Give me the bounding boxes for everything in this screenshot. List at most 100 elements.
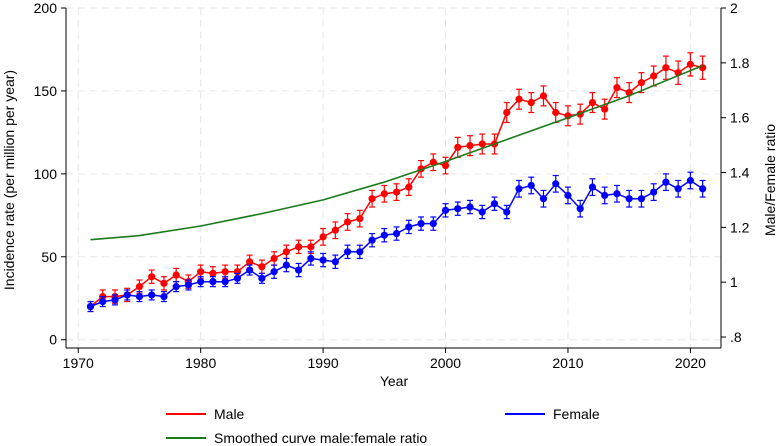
data-point-male bbox=[160, 279, 168, 287]
data-point-female bbox=[637, 195, 646, 203]
data-point-female bbox=[111, 296, 119, 304]
data-point-female bbox=[392, 229, 401, 238]
series-line-ratio bbox=[90, 64, 703, 241]
legend-label-ratio: Smoothed curve male:female ratio bbox=[214, 430, 427, 446]
data-point-male bbox=[699, 64, 707, 72]
data-point-male bbox=[282, 248, 290, 256]
data-point-female bbox=[246, 266, 254, 274]
data-point-female bbox=[258, 274, 266, 282]
data-point-male bbox=[331, 226, 339, 234]
data-point-female bbox=[576, 205, 584, 213]
data-point-male bbox=[527, 98, 535, 107]
y-tick-label: 200 bbox=[34, 0, 58, 16]
data-point-female bbox=[662, 178, 670, 186]
legend: Male Female Smoothed curve male:female r… bbox=[166, 406, 600, 446]
data-point-male bbox=[662, 64, 670, 72]
data-point-male bbox=[650, 72, 658, 80]
data-point-female bbox=[307, 254, 315, 263]
ticks: 1970 1980 1990 2000 2010 2020 0 50 100 150 200 .8 1 1… bbox=[34, 0, 750, 371]
data-point-female bbox=[405, 223, 413, 231]
data-point-female bbox=[135, 292, 144, 301]
data-point-female bbox=[160, 292, 168, 301]
y2-tick-label: 1.2 bbox=[730, 219, 750, 235]
data-point-female bbox=[99, 297, 107, 306]
data-point-female bbox=[184, 281, 193, 289]
y2-tick-label: 1.4 bbox=[730, 165, 750, 181]
data-point-male bbox=[295, 243, 303, 251]
x-axis-label: Year bbox=[380, 373, 409, 389]
data-point-female bbox=[86, 302, 95, 311]
series-female bbox=[86, 171, 707, 313]
data-point-female bbox=[417, 220, 425, 228]
data-point-female bbox=[295, 266, 303, 274]
data-point-male bbox=[258, 263, 266, 271]
axes bbox=[65, 8, 722, 349]
x-tick-label: 2020 bbox=[675, 355, 706, 371]
data-point-male bbox=[148, 273, 156, 281]
data-point-male bbox=[380, 190, 388, 198]
y-tick-label: 150 bbox=[34, 83, 58, 99]
x-tick-label: 1970 bbox=[63, 355, 94, 371]
y-tick-label: 100 bbox=[34, 166, 58, 182]
data-point-female bbox=[319, 256, 327, 264]
legend-label-female: Female bbox=[553, 406, 600, 422]
data-point-male bbox=[454, 143, 462, 151]
data-point-female bbox=[539, 195, 548, 203]
series-layer bbox=[86, 52, 707, 313]
y-axis-label: Incidence rate (per million per year) bbox=[1, 70, 17, 290]
data-point-female bbox=[209, 278, 217, 286]
x-tick-label: 1980 bbox=[185, 355, 216, 371]
x-tick-label: 2000 bbox=[430, 355, 461, 371]
data-point-female bbox=[478, 208, 486, 216]
data-point-male bbox=[209, 269, 217, 277]
data-point-female bbox=[343, 248, 352, 256]
data-point-female bbox=[674, 185, 682, 193]
y2-axis-label: Male/Female ratio bbox=[762, 124, 778, 236]
data-point-female bbox=[601, 191, 609, 200]
data-point-male bbox=[601, 105, 609, 113]
data-point-male bbox=[368, 195, 376, 203]
x-tick-label: 2010 bbox=[552, 355, 583, 371]
data-point-male bbox=[503, 108, 511, 117]
data-point-male bbox=[319, 233, 327, 241]
legend-label-male: Male bbox=[214, 406, 245, 422]
data-point-male bbox=[515, 95, 523, 103]
y2-tick-label: 2 bbox=[730, 0, 738, 16]
data-point-female bbox=[552, 180, 560, 188]
y2-tick-label: 1.6 bbox=[730, 110, 750, 126]
data-point-male bbox=[613, 84, 621, 92]
legend-entry-female: Female bbox=[505, 406, 600, 422]
data-point-male bbox=[246, 258, 254, 266]
data-point-male bbox=[135, 283, 144, 291]
data-point-female bbox=[613, 190, 621, 198]
data-point-female bbox=[331, 258, 339, 266]
y-tick-label: 50 bbox=[41, 249, 57, 265]
data-point-male bbox=[270, 254, 278, 263]
x-tick-label: 1990 bbox=[308, 355, 339, 371]
data-point-male bbox=[172, 271, 180, 279]
data-point-female bbox=[356, 248, 364, 256]
data-point-female bbox=[148, 291, 156, 299]
data-point-female bbox=[282, 261, 290, 269]
data-point-female bbox=[233, 274, 242, 282]
y-tick-label: 0 bbox=[49, 332, 57, 348]
y2-tick-label: 1.8 bbox=[730, 55, 750, 71]
data-point-male bbox=[637, 79, 646, 87]
data-point-female bbox=[490, 200, 499, 208]
data-point-male bbox=[588, 98, 597, 107]
grid bbox=[66, 7, 721, 348]
data-point-female bbox=[686, 176, 694, 185]
data-point-female bbox=[197, 278, 205, 286]
series-ratio bbox=[90, 64, 703, 241]
data-point-female bbox=[515, 185, 523, 193]
data-point-male bbox=[343, 218, 352, 226]
data-point-male bbox=[441, 161, 450, 170]
data-point-male bbox=[552, 108, 560, 117]
data-point-male bbox=[307, 243, 315, 251]
data-point-male bbox=[392, 188, 401, 196]
data-point-female bbox=[588, 183, 597, 191]
data-point-male bbox=[197, 268, 205, 276]
data-point-male bbox=[466, 142, 474, 150]
data-point-female bbox=[368, 236, 376, 244]
